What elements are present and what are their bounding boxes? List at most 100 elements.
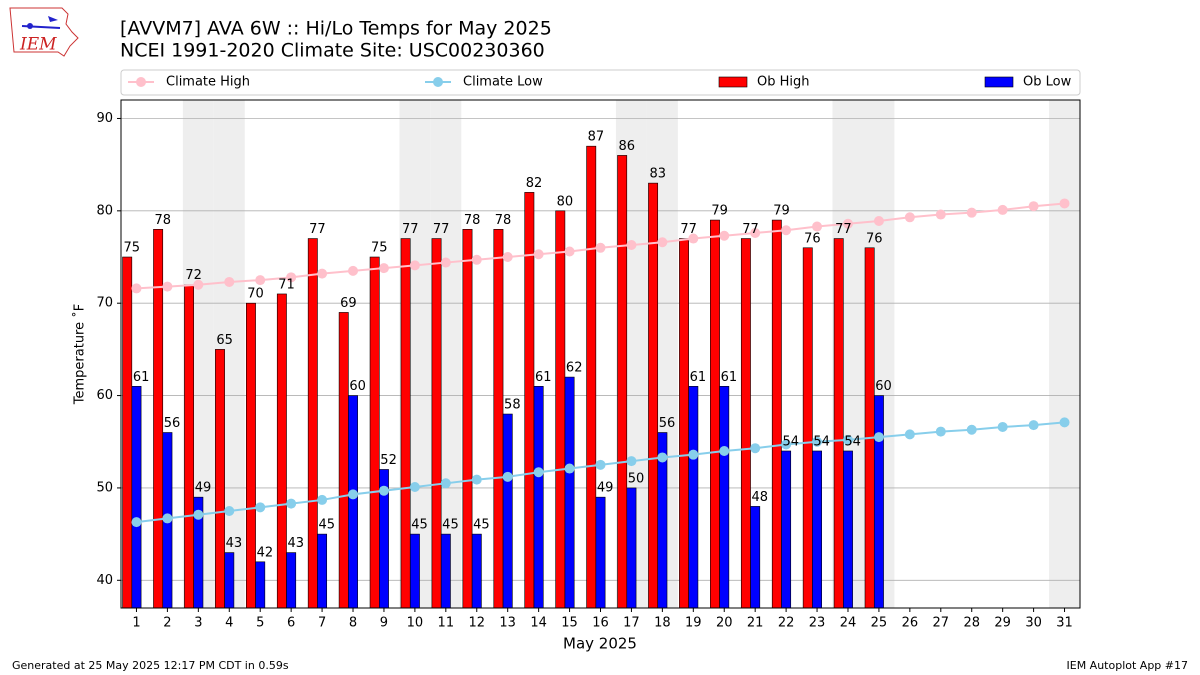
footer-left: Generated at 25 May 2025 12:17 PM CDT in… bbox=[12, 659, 289, 672]
value-label: 72 bbox=[185, 268, 202, 283]
line-point bbox=[1028, 201, 1039, 212]
line-point bbox=[131, 517, 142, 528]
value-label: 48 bbox=[752, 490, 769, 505]
bar bbox=[184, 284, 194, 609]
x-tick-label: 30 bbox=[1025, 616, 1042, 631]
line-point bbox=[966, 424, 977, 435]
value-label: 45 bbox=[318, 518, 335, 533]
x-tick-label: 20 bbox=[716, 616, 733, 631]
bar bbox=[626, 487, 637, 609]
value-label: 49 bbox=[597, 481, 614, 496]
value-label: 78 bbox=[154, 213, 171, 228]
value-label: 56 bbox=[164, 416, 181, 431]
value-label: 52 bbox=[380, 453, 397, 468]
bar bbox=[564, 376, 575, 609]
line-point bbox=[688, 449, 699, 460]
y-axis-label: Temperature ˚F bbox=[72, 304, 88, 405]
bar bbox=[873, 395, 884, 609]
line-point bbox=[781, 439, 792, 450]
bar bbox=[533, 386, 544, 609]
logo-text: IEM bbox=[19, 35, 57, 55]
x-tick-label: 23 bbox=[809, 616, 826, 631]
bar bbox=[843, 450, 853, 609]
line-point bbox=[904, 429, 915, 440]
value-label: 87 bbox=[588, 130, 605, 145]
y-tick-label: 40 bbox=[96, 573, 113, 588]
x-tick-label: 28 bbox=[963, 616, 980, 631]
x-tick-label: 25 bbox=[871, 616, 888, 631]
line-point bbox=[595, 242, 606, 253]
x-tick-label: 14 bbox=[530, 616, 547, 631]
value-label: 79 bbox=[773, 204, 790, 219]
bar bbox=[409, 533, 420, 609]
line-point bbox=[688, 233, 699, 244]
line-point bbox=[842, 218, 853, 229]
line-point bbox=[471, 474, 482, 485]
x-tick-label: 12 bbox=[468, 616, 485, 631]
line-point bbox=[440, 478, 451, 489]
logo: IEM bbox=[9, 7, 79, 57]
x-tick-label: 17 bbox=[623, 616, 640, 631]
bar bbox=[307, 238, 318, 609]
x-tick-label: 11 bbox=[438, 616, 455, 631]
value-label: 43 bbox=[226, 536, 243, 551]
x-tick-label: 2 bbox=[163, 616, 171, 631]
bar bbox=[440, 533, 451, 609]
legend-marker bbox=[136, 77, 146, 87]
bar bbox=[471, 533, 482, 609]
x-tick-label: 22 bbox=[778, 616, 795, 631]
line-point bbox=[626, 456, 637, 467]
line-point bbox=[471, 254, 482, 265]
x-tick-label: 8 bbox=[349, 616, 357, 631]
x-tick-label: 18 bbox=[654, 616, 671, 631]
x-tick-label: 9 bbox=[380, 616, 388, 631]
line-point bbox=[564, 246, 575, 257]
value-label: 79 bbox=[711, 204, 728, 219]
line-point bbox=[873, 432, 884, 443]
bar bbox=[781, 450, 792, 609]
value-label: 78 bbox=[464, 213, 481, 228]
legend-swatch bbox=[718, 76, 748, 88]
line-point bbox=[997, 204, 1008, 215]
value-label: 45 bbox=[442, 518, 459, 533]
x-tick-label: 15 bbox=[561, 616, 578, 631]
x-tick-label: 27 bbox=[933, 616, 950, 631]
x-axis-label: May 2025 bbox=[563, 635, 637, 653]
line-point bbox=[719, 445, 730, 456]
bar bbox=[555, 210, 566, 609]
bar bbox=[276, 293, 287, 609]
bar bbox=[502, 413, 513, 609]
bar bbox=[679, 238, 689, 609]
x-tick-label: 6 bbox=[287, 616, 295, 631]
legend-swatch bbox=[984, 76, 1014, 88]
x-tick-label: 3 bbox=[194, 616, 202, 631]
bar bbox=[317, 533, 328, 609]
bar bbox=[595, 496, 606, 609]
line-point bbox=[812, 221, 823, 232]
bar bbox=[462, 229, 473, 609]
bar bbox=[215, 349, 225, 609]
bar bbox=[771, 219, 782, 609]
legend-label: Ob High bbox=[757, 75, 810, 90]
line-point bbox=[409, 482, 420, 493]
line-point bbox=[1059, 198, 1070, 209]
value-label: 70 bbox=[247, 287, 264, 302]
value-label: 42 bbox=[257, 545, 274, 560]
value-label: 54 bbox=[782, 434, 799, 449]
line-point bbox=[286, 498, 297, 509]
y-tick-label: 90 bbox=[96, 111, 113, 126]
line-point bbox=[255, 502, 266, 513]
line-point bbox=[966, 207, 977, 218]
line-point bbox=[873, 215, 884, 226]
bar bbox=[802, 247, 813, 609]
x-tick-label: 26 bbox=[902, 616, 919, 631]
line-point bbox=[533, 249, 544, 260]
y-tick-label: 70 bbox=[96, 296, 113, 311]
value-label: 77 bbox=[680, 222, 697, 237]
bar bbox=[750, 506, 761, 609]
bar bbox=[255, 561, 266, 609]
footer-right: IEM Autoplot App #17 bbox=[1067, 659, 1189, 672]
x-tick-label: 5 bbox=[256, 616, 264, 631]
value-label: 83 bbox=[649, 167, 666, 182]
line-point bbox=[440, 257, 451, 268]
